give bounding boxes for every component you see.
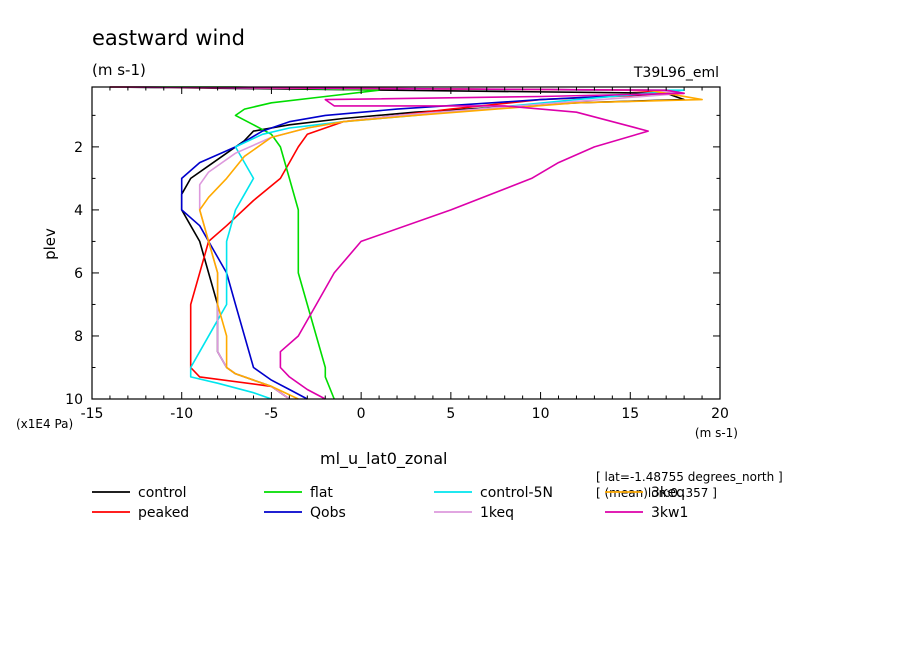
x-tick-label: 15: [621, 406, 639, 422]
x-tick-label: -10: [170, 406, 193, 422]
legend-label-peaked: peaked: [138, 505, 189, 521]
legend-label-qobs: Qobs: [310, 505, 346, 521]
y-tick-label: 8: [74, 329, 83, 345]
tick-layer: -15 -10 -5 0 5 10 15 20 2 4 6 8 10: [65, 87, 729, 422]
lon-note: [ (mean)lon:0..357 ]: [596, 486, 717, 500]
chart-units: (m s-1): [92, 61, 146, 79]
legend-label-control: control: [138, 485, 187, 501]
legend-label-1keq: 1keq: [480, 505, 514, 521]
legend-label-3kw1: 3kw1: [651, 505, 688, 521]
y-tick-label: 6: [74, 266, 83, 282]
legend-label-flat: flat: [310, 485, 333, 501]
series-line-control-5n: [109, 86, 685, 400]
legend: control peaked flat Qobs control-5N 1keq 3keq 3…: [92, 485, 688, 521]
x-tick-label: 5: [446, 406, 455, 422]
y-axis-units: (x1E4 Pa): [16, 417, 73, 431]
series-line-control: [109, 86, 685, 400]
series-layer: [109, 86, 703, 400]
chart-title: eastward wind: [92, 26, 245, 50]
legend-label-control-5n: control-5N: [480, 485, 553, 501]
x-axis-units: (m s-1): [695, 426, 738, 440]
series-line-1keq: [109, 86, 685, 400]
series-line-flat: [109, 86, 380, 400]
series-line-peaked: [109, 86, 685, 400]
series-line-qobs: [109, 86, 668, 400]
x-tick-label: -5: [264, 406, 278, 422]
plot-frame: [91, 86, 721, 400]
variable-name: ml_u_lat0_zonal: [320, 449, 447, 469]
y-tick-label: 10: [65, 392, 83, 408]
x-tick-label: 20: [711, 406, 729, 422]
x-tick-label: 0: [357, 406, 366, 422]
experiment-label: T39L96_eml: [633, 65, 719, 81]
x-tick-label: 10: [532, 406, 550, 422]
y-tick-label: 4: [74, 203, 83, 219]
lat-note: [ lat=-1.48755 degrees_north ]: [596, 470, 783, 484]
y-axis-label: plev: [41, 228, 59, 260]
y-tick-label: 2: [74, 140, 83, 156]
series-line-3kw1: [109, 86, 685, 400]
x-tick-label: -15: [81, 406, 104, 422]
legend-label-3keq: 3keq: [651, 485, 685, 501]
